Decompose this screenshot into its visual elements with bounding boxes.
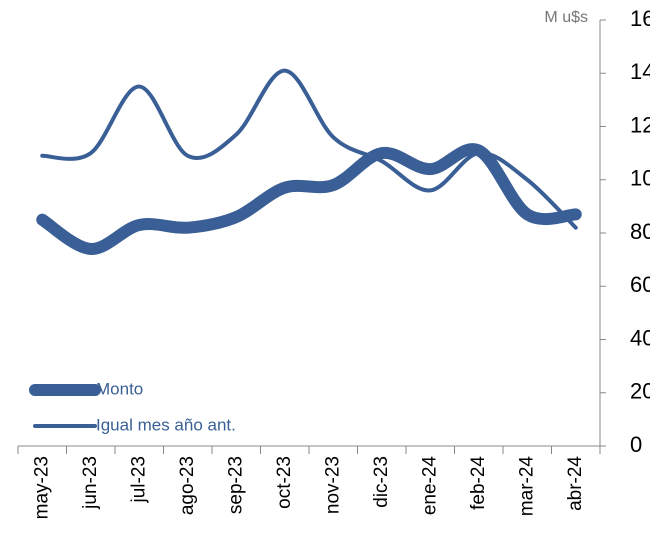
y-tick-label: 120 <box>630 112 650 137</box>
x-tick-label: may-23 <box>31 456 52 519</box>
legend-label: Monto <box>96 379 143 398</box>
legend-label: Igual mes año ant. <box>96 415 236 434</box>
series-line <box>40 68 578 230</box>
x-tick-label: jun-23 <box>80 456 101 510</box>
y-tick-label: 140 <box>630 59 650 84</box>
unit-label: M u$s <box>544 9 588 26</box>
y-tick-label: 100 <box>630 166 650 191</box>
x-tick-label: mar-24 <box>516 456 537 517</box>
x-tick-label: feb-24 <box>468 456 489 510</box>
y-tick-label: 160 <box>630 6 650 31</box>
x-tick-label: jul-23 <box>128 456 149 503</box>
y-tick-label: 0 <box>630 432 642 457</box>
x-tick-label: ago-23 <box>177 456 198 515</box>
y-tick-label: 20 <box>630 379 650 404</box>
y-tick-label: 40 <box>630 325 650 350</box>
x-tick-label: sep-23 <box>225 456 246 514</box>
x-tick-label: dic-23 <box>371 456 392 508</box>
y-tick-label: 60 <box>630 272 650 297</box>
x-tick-label: ene-24 <box>419 456 440 516</box>
series-line <box>36 143 582 255</box>
x-tick-label: nov-23 <box>322 456 343 514</box>
y-tick-label: 80 <box>630 219 650 244</box>
x-tick-label: oct-23 <box>274 456 295 509</box>
x-tick-label: abr-24 <box>565 456 586 511</box>
